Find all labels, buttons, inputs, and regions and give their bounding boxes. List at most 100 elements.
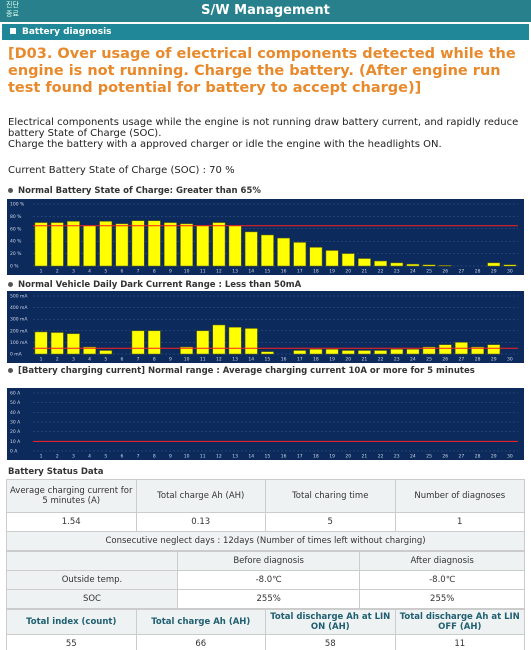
chart-background xyxy=(7,388,524,460)
caption-bullet xyxy=(8,368,13,373)
header-cell: Before diagnosis xyxy=(176,551,361,571)
bar xyxy=(309,247,323,267)
x-tick-label: 17 xyxy=(297,269,303,275)
y-tick-label: 500 mA xyxy=(10,294,28,300)
bar xyxy=(131,220,145,267)
description: Electrical components usage while the en… xyxy=(8,117,526,150)
x-tick-label: 29 xyxy=(491,454,497,460)
section-icon xyxy=(10,28,16,34)
x-tick-label: 11 xyxy=(200,269,206,275)
x-tick-label: 21 xyxy=(362,454,368,460)
x-tick-label: 6 xyxy=(120,357,123,363)
value-cell: 1 xyxy=(394,512,525,532)
y-tick-label: 50 A xyxy=(10,400,21,406)
x-tick-label: 18 xyxy=(313,454,319,460)
x-tick-label: 4 xyxy=(88,454,91,460)
x-tick-label: 22 xyxy=(378,269,384,275)
bar xyxy=(180,223,193,267)
x-tick-label: 30 xyxy=(507,269,513,275)
bar xyxy=(244,328,258,355)
section-title: Battery diagnosis xyxy=(22,27,112,37)
bar xyxy=(131,330,145,355)
bar xyxy=(147,330,161,355)
x-tick-label: 9 xyxy=(169,269,172,275)
row-label: Outside temp. xyxy=(6,570,178,590)
x-tick-label: 22 xyxy=(378,357,384,363)
x-tick-label: 29 xyxy=(491,269,497,275)
x-tick-label: 1 xyxy=(40,454,43,460)
x-tick-label: 27 xyxy=(459,269,465,275)
y-tick-label: 40 % xyxy=(10,239,22,245)
bar xyxy=(83,346,96,355)
x-tick-label: 10 xyxy=(184,454,190,460)
bar xyxy=(164,222,177,267)
bar xyxy=(422,264,436,267)
x-tick-label: 5 xyxy=(104,357,107,363)
chart-caption: Normal Vehicle Daily Dark Current Range … xyxy=(8,280,523,290)
description-line: Electrical components usage while the en… xyxy=(8,117,519,139)
x-tick-label: 4 xyxy=(88,357,91,363)
x-tick-label: 13 xyxy=(232,454,238,460)
bar xyxy=(390,262,404,267)
app-header: 진단 종료 S/W Management xyxy=(0,0,531,22)
bar xyxy=(212,222,226,267)
x-tick-label: 8 xyxy=(153,454,156,460)
x-tick-label: 24 xyxy=(410,269,416,275)
x-tick-label: 14 xyxy=(248,454,254,460)
x-tick-label: 24 xyxy=(410,454,416,460)
header-cell: Total index (count) xyxy=(6,609,137,635)
x-tick-label: 28 xyxy=(475,357,481,363)
x-tick-label: 3 xyxy=(72,269,75,275)
status-tables: Battery Status Data Average charging curr… xyxy=(6,467,525,650)
x-tick-label: 20 xyxy=(345,454,351,460)
x-tick-label: 11 xyxy=(200,454,206,460)
y-tick-label: 0 mA xyxy=(10,352,23,358)
value-cell: 1.54 xyxy=(6,512,137,532)
bar xyxy=(196,330,210,355)
chart-title: [Battery charging current] Normal range … xyxy=(18,366,475,376)
x-tick-label: 15 xyxy=(265,357,271,363)
y-tick-label: 30 A xyxy=(10,420,21,426)
x-tick-label: 25 xyxy=(426,454,432,460)
x-tick-label: 27 xyxy=(459,454,465,460)
bar xyxy=(147,220,161,267)
y-tick-label: 10 A xyxy=(10,439,21,445)
bar xyxy=(374,260,387,267)
table-row: Consecutive neglect days : 12days (Numbe… xyxy=(6,531,525,551)
y-tick-label: 20 A xyxy=(10,429,21,435)
chart: 0 A10 A20 A30 A40 A50 A60 A1 2 3 4 5 6 7 8 9 10 11… xyxy=(7,388,524,460)
value-cell: 66 xyxy=(135,634,266,650)
x-tick-label: 22 xyxy=(378,454,384,460)
y-tick-label: 80 % xyxy=(10,214,22,220)
x-tick-label: 4 xyxy=(88,269,91,275)
x-tick-label: 12 xyxy=(216,269,222,275)
bar xyxy=(50,332,64,355)
x-tick-label: 15 xyxy=(265,269,271,275)
bar xyxy=(244,231,258,267)
x-tick-label: 24 xyxy=(410,357,416,363)
section-bar: Battery diagnosis xyxy=(2,24,529,40)
exit-button[interactable]: 진단 종료 xyxy=(6,1,19,19)
bar xyxy=(374,350,387,355)
x-tick-label: 20 xyxy=(345,357,351,363)
header-cell: Total charge Ah (AH) xyxy=(135,609,266,635)
table-row: Outside temp. -8.0℃ -8.0℃ xyxy=(6,570,525,590)
x-tick-label: 13 xyxy=(232,357,238,363)
table-row: SOC 255% 255% xyxy=(6,589,525,609)
header-title: S/W Management xyxy=(201,3,330,18)
x-tick-label: 9 xyxy=(169,357,172,363)
x-tick-label: 19 xyxy=(329,357,335,363)
x-tick-label: 11 xyxy=(200,357,206,363)
y-tick-label: 100 % xyxy=(10,202,25,208)
bar xyxy=(34,331,48,355)
bar xyxy=(228,225,242,267)
x-tick-label: 16 xyxy=(281,269,287,275)
chart-caption: Normal Battery State of Charge: Greater … xyxy=(8,186,523,196)
bar xyxy=(261,234,274,267)
x-tick-label: 29 xyxy=(491,357,497,363)
y-tick-label: 100 mA xyxy=(10,340,28,346)
x-tick-label: 14 xyxy=(248,357,254,363)
x-tick-label: 16 xyxy=(281,357,287,363)
